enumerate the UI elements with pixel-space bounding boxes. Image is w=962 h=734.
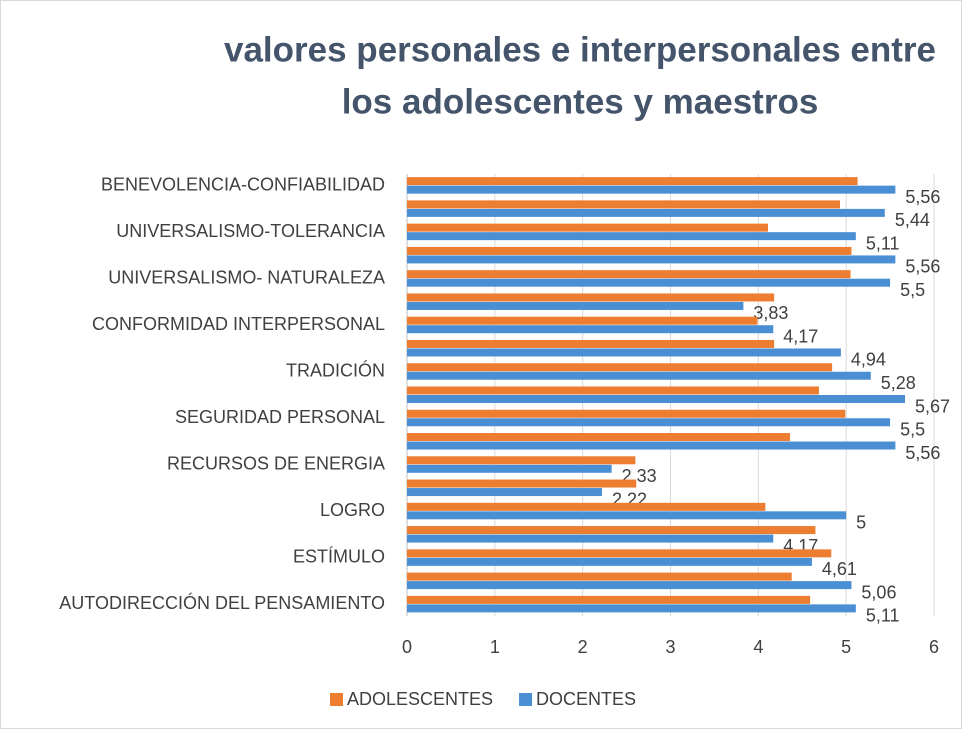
bar <box>407 479 637 488</box>
y-tick-label: AUTODIRECCIÓN DEL PENSAMIENTO <box>59 592 385 613</box>
data-label: 5,5 <box>900 280 925 300</box>
x-tick-label: 3 <box>665 637 675 657</box>
bar <box>407 246 852 255</box>
data-label: 5,44 <box>895 210 930 230</box>
chart-title: valores personales e interpersonales ent… <box>224 30 936 69</box>
bar <box>407 177 858 186</box>
y-tick-label: RECURSOS DE ENERGIA <box>167 454 385 474</box>
bar <box>407 255 896 264</box>
data-label: 3,83 <box>753 303 788 323</box>
bar <box>407 572 792 581</box>
bar <box>407 208 885 217</box>
bar <box>407 464 612 473</box>
legend-swatch <box>330 693 343 706</box>
bar <box>407 395 906 403</box>
bar <box>407 549 832 558</box>
bar <box>407 185 896 194</box>
bar <box>407 270 851 279</box>
bar <box>407 511 847 520</box>
bar <box>407 604 856 613</box>
bar <box>407 595 811 604</box>
data-label: 5 <box>856 513 866 533</box>
bar <box>407 316 758 325</box>
y-tick-label: UNIVERSALISMO- NATURALEZA <box>108 267 385 287</box>
bar <box>407 339 775 348</box>
y-tick-label: UNIVERSALISMO-TOLERANCIA <box>116 221 385 241</box>
data-label: 4,17 <box>783 326 818 346</box>
bar <box>407 325 774 334</box>
legend-label: DOCENTES <box>536 689 636 709</box>
bar <box>407 200 841 209</box>
y-tick-label: LOGRO <box>320 500 385 520</box>
data-label: 5,56 <box>905 443 940 463</box>
bar <box>407 409 846 418</box>
data-label: 5,5 <box>900 420 925 440</box>
bar <box>407 363 833 372</box>
x-tick-label: 1 <box>490 637 500 657</box>
y-tick-label: ESTÍMULO <box>293 547 385 567</box>
bar <box>407 293 775 302</box>
bar <box>407 526 816 535</box>
y-tick-label: CONFORMIDAD INTERPERSONAL <box>92 314 385 334</box>
data-label: 5,67 <box>915 396 950 416</box>
bar <box>407 386 819 395</box>
bar <box>407 534 774 543</box>
legend-label: ADOLESCENTES <box>347 689 493 709</box>
data-label: 5,56 <box>905 187 940 207</box>
data-label: 5,28 <box>881 373 916 393</box>
bar <box>407 348 841 357</box>
data-label: 4,61 <box>822 559 857 579</box>
bar <box>407 418 891 427</box>
data-label: 5,11 <box>866 606 900 626</box>
legend-swatch <box>519 693 533 706</box>
y-tick-label: TRADICIÓN <box>286 359 385 380</box>
bar <box>407 371 871 380</box>
data-label: 4,94 <box>851 350 886 370</box>
chart-title: los adolescentes y maestros <box>342 82 819 121</box>
y-tick-label: SEGURIDAD PERSONAL <box>175 407 385 427</box>
bar <box>407 278 891 287</box>
data-label: 5,11 <box>866 233 900 253</box>
bar <box>407 488 602 497</box>
bar <box>407 223 768 232</box>
x-tick-label: 2 <box>578 637 588 657</box>
bar <box>407 557 812 566</box>
x-tick-label: 0 <box>402 637 412 657</box>
data-label: 5,56 <box>905 257 940 277</box>
bar <box>407 433 790 442</box>
bar <box>407 502 766 511</box>
data-label: 5,06 <box>861 582 896 602</box>
bar <box>407 232 856 241</box>
x-tick-label: 4 <box>753 637 763 657</box>
bar <box>407 441 896 450</box>
y-tick-label: BENEVOLENCIA-CONFIABILIDAD <box>101 174 385 194</box>
bar <box>407 301 744 310</box>
x-tick-label: 5 <box>841 637 851 657</box>
x-tick-label: 6 <box>929 637 939 657</box>
bar <box>407 456 636 465</box>
bar <box>407 581 852 590</box>
